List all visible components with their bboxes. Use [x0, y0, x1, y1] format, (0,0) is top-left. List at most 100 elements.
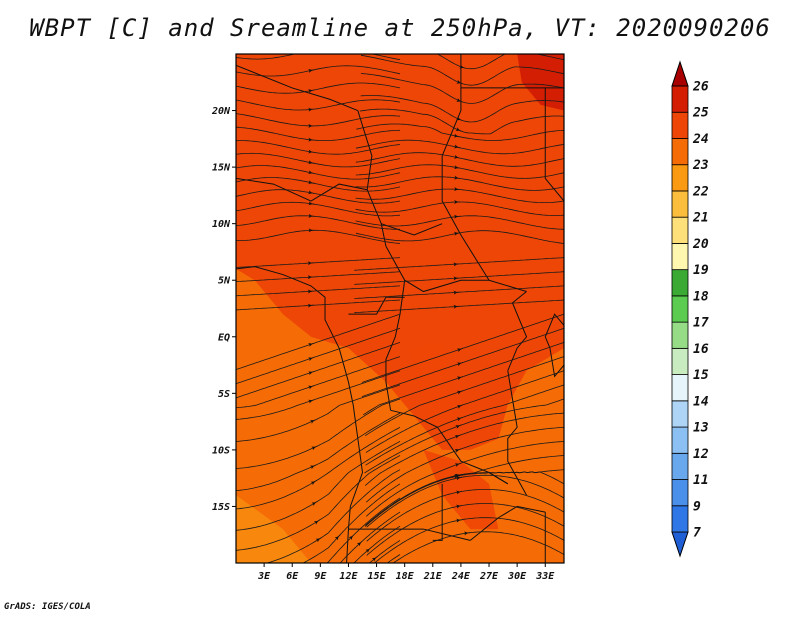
- streamline: [339, 511, 401, 563]
- streamlines: [228, 54, 564, 566]
- border-line: [310, 183, 368, 202]
- x-tick-label: 30E: [507, 571, 527, 582]
- wbpt-pocket-south: [423, 449, 499, 530]
- streamline-arrow: [228, 344, 231, 345]
- border-line: [385, 280, 406, 411]
- streamline-arrow: [313, 519, 320, 525]
- border-line: [236, 177, 312, 202]
- streamline-arrow: [228, 86, 231, 87]
- country-borders: [236, 54, 564, 563]
- y-tick-label: 15N: [212, 163, 231, 174]
- streamline-arrow: [310, 480, 317, 486]
- streamline-arrow: [456, 79, 463, 85]
- streamline-arrow: [308, 190, 315, 195]
- border-line: [381, 223, 443, 236]
- colorbar-segment: [671, 321, 689, 349]
- y-tick-label: 15S: [212, 502, 230, 513]
- x-tick-label: 18E: [396, 571, 415, 582]
- colorbar-upper-arrow: [671, 60, 689, 87]
- border-line: [544, 87, 564, 202]
- wbpt-pocket-northeast: [517, 54, 564, 111]
- border-line: [488, 472, 509, 485]
- streamline-arrow: [311, 501, 318, 507]
- streamline-arrow: [371, 556, 378, 562]
- colorbar-level-label: 9: [693, 499, 701, 514]
- colorbar-level-label: 25: [692, 106, 709, 121]
- colorbar-level-label: 22: [692, 184, 709, 199]
- colorbar-segment: [671, 216, 689, 244]
- colorbar-segment: [671, 452, 689, 480]
- streamline-arrow: [228, 358, 231, 359]
- streamline-arrow: [309, 419, 317, 424]
- x-tick-label: 6E: [286, 571, 299, 582]
- streamline-arrow: [456, 390, 464, 395]
- colorbar-segment: [671, 426, 689, 454]
- colorbar-level-label: 20: [692, 237, 709, 252]
- streamline-arrow: [384, 564, 386, 566]
- border-line: [544, 313, 564, 378]
- streamline: [236, 158, 237, 160]
- streamline: [236, 483, 237, 485]
- map-frame: [235, 53, 565, 564]
- x-tick-label: 33E: [535, 571, 555, 582]
- colorbar-level-label: 21: [692, 211, 709, 226]
- colorbar-lower-arrow: [671, 531, 689, 558]
- streamline: [386, 554, 401, 563]
- colorbar-segment: [671, 347, 689, 375]
- streamline: [236, 370, 237, 372]
- x-tick-label: 24E: [451, 571, 471, 582]
- streamline-arrow: [456, 98, 463, 103]
- streamline-arrow: [455, 127, 462, 132]
- streamline: [236, 554, 237, 555]
- colorbar-segment: [671, 138, 689, 166]
- streamline-arrow: [308, 160, 315, 165]
- streamline-arrow: [459, 64, 466, 69]
- streamline: [236, 426, 401, 510]
- streamline: [236, 413, 237, 414]
- streamline: [236, 271, 237, 273]
- x-tick-label: 9E: [314, 571, 327, 582]
- colorbar-segment: [671, 400, 689, 428]
- streamline-arrow: [228, 316, 231, 317]
- streamline: [436, 54, 564, 70]
- y-tick-label: 20N: [211, 106, 231, 117]
- wbpt-pocket-central: [409, 342, 461, 439]
- streamline: [236, 356, 237, 358]
- streamline: [236, 257, 237, 259]
- colorbar-segment: [671, 243, 689, 271]
- streamline: [236, 328, 237, 329]
- colorbar-segment: [671, 505, 689, 533]
- streamline-arrow: [228, 72, 231, 73]
- streamline-arrow: [308, 180, 315, 185]
- streamline-arrow: [228, 401, 231, 402]
- streamline-arrow: [456, 476, 463, 481]
- colorbar-level-label: 18: [693, 289, 709, 304]
- border-line: [348, 528, 471, 541]
- streamline-arrow: [348, 534, 355, 541]
- streamline: [236, 540, 237, 541]
- streamline: [236, 201, 237, 202]
- wbpt-band-southwest: [236, 495, 311, 563]
- chart-title: WBPT [C] and Sreamline at 250hPa, VT: 20…: [29, 14, 771, 42]
- streamline: [236, 186, 237, 188]
- y-tick-label: 5N: [218, 276, 231, 287]
- streamline: [236, 243, 237, 244]
- streamline-arrow: [309, 464, 317, 470]
- streamline: [236, 101, 237, 103]
- x-tick-label: 21E: [423, 571, 443, 582]
- streamline-arrow: [453, 133, 460, 138]
- streamline-arrow: [308, 342, 315, 347]
- colorbar-level-label: 23: [692, 158, 709, 173]
- x-tick-label: 3E: [257, 571, 271, 582]
- streamline: [236, 87, 237, 88]
- streamline-arrow: [456, 347, 464, 353]
- border-line: [348, 296, 405, 315]
- streamline: [368, 540, 401, 563]
- streamline: [236, 54, 401, 61]
- colorbar-segment: [671, 85, 689, 113]
- streamline-arrow: [311, 445, 318, 451]
- x-axis: 3E 6E 9E 12E 15E 18E 21E 24E 27E 30E 33E: [257, 563, 555, 582]
- streamline-arrow: [308, 356, 315, 362]
- streamline-arrow: [456, 490, 463, 495]
